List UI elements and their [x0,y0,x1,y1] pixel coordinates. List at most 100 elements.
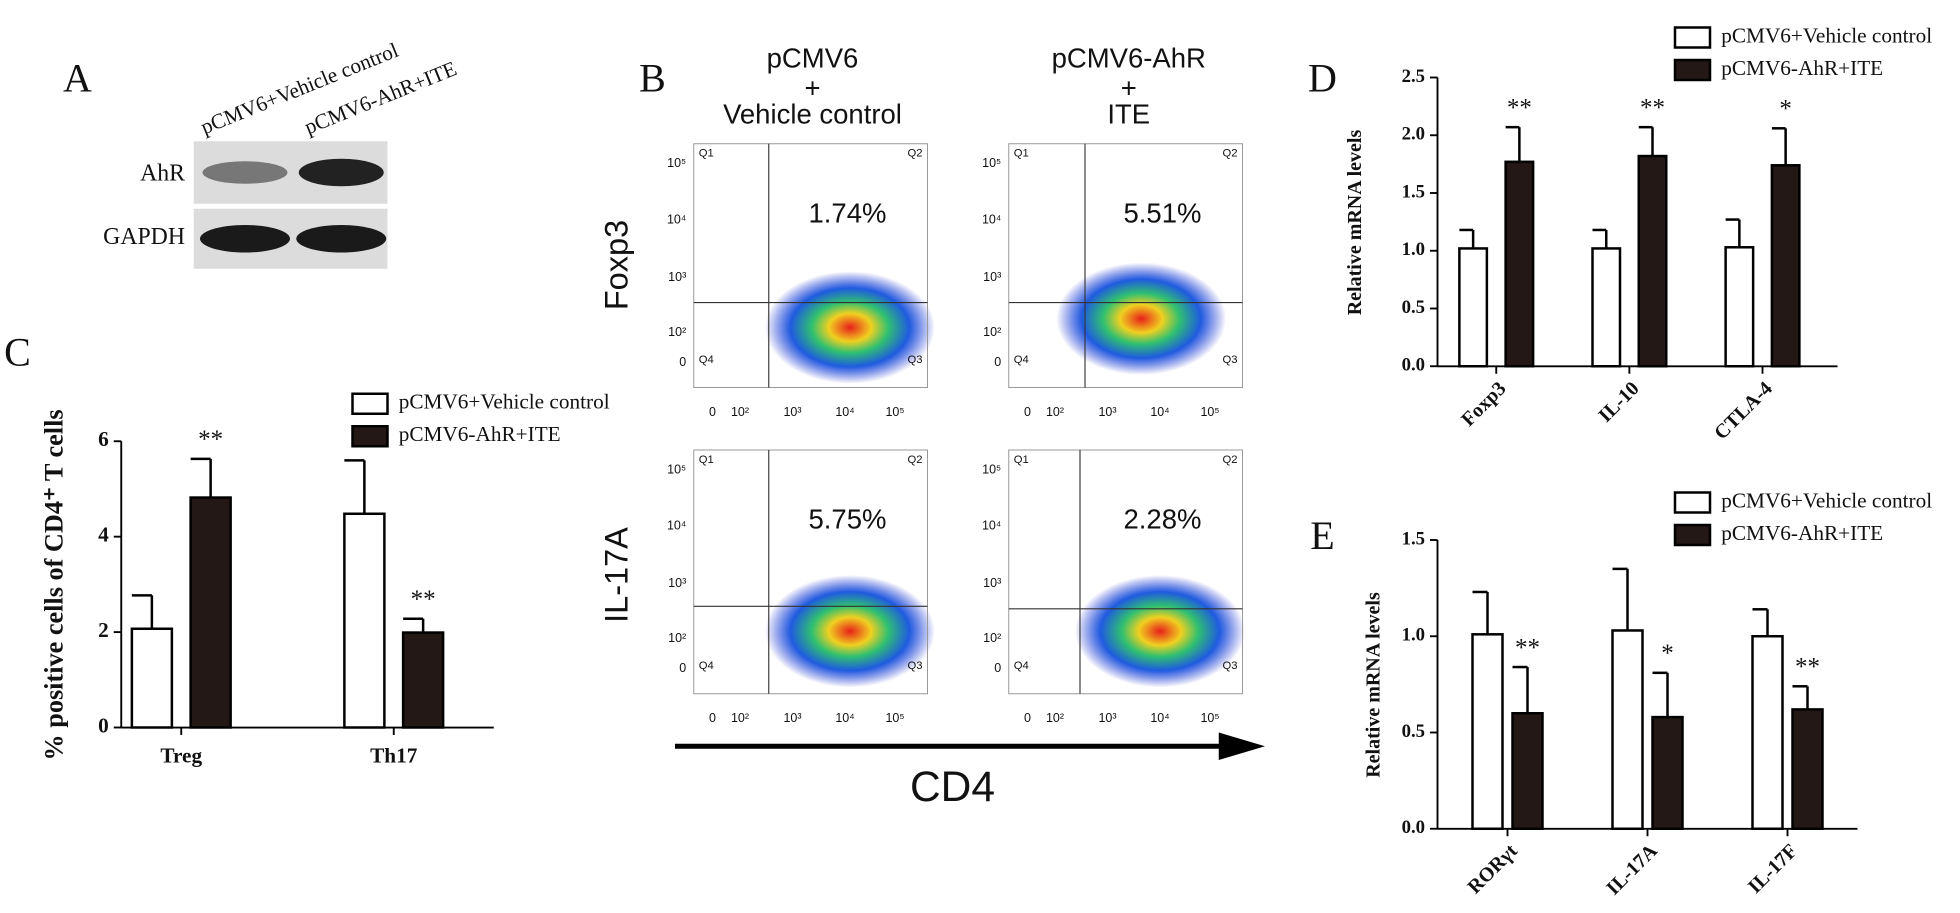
y-tick-label: 0.5 [1402,297,1425,318]
flow-y-tick: 10⁵ [667,156,686,170]
quadrant-label: Q1 [1014,454,1029,466]
y-axis-label: % positive cells of CD4⁺ T cells [39,409,68,760]
flow-x-tick: 10² [1046,405,1064,419]
gate-percentage: 2.28% [1124,504,1202,535]
flow-y-tick: 10⁴ [667,212,686,226]
column-header: pCMV6-AhR [1052,42,1206,73]
x-tick-label: Treg [160,743,202,767]
column-header: + [804,72,820,103]
significance-label: * [1661,640,1674,667]
bar [1591,247,1622,368]
panel-letter: A [63,56,92,101]
bar [189,496,232,729]
plot-frame [693,449,929,695]
legend-label: pCMV6-AhR+ITE [1721,521,1883,545]
flow-x-tick: 10⁴ [835,711,854,725]
y-tick-label: 1.0 [1402,625,1425,646]
legend-swatch [1673,523,1712,547]
legend-swatch [1673,26,1712,49]
flow-x-tick: 0 [1024,711,1031,725]
flow-y-tick: 10³ [668,270,686,284]
flow-x-tick: 10² [731,405,749,419]
y-tick-label: 0.0 [1402,817,1425,838]
flow-y-tick: 10² [983,325,1001,339]
flow-y-tick: 10⁵ [982,156,1001,170]
panel-letter: C [4,329,31,374]
blot-row-label: GAPDH [103,224,185,250]
quadrant-label: Q2 [907,454,922,466]
flow-x-tick: 0 [709,711,716,725]
x-tick-label: RORγt [1463,840,1522,899]
flow-x-tick: 10³ [783,711,801,725]
quadrant-label: Q2 [1222,148,1237,160]
flow-y-tick: 0 [679,661,686,675]
bar [1751,634,1784,830]
legend-swatch [1673,58,1712,82]
y-tick-label: 6 [98,427,109,451]
legend-swatch [351,392,389,415]
quadrant-label: Q4 [1014,660,1029,672]
quadrant-label: Q3 [1222,354,1237,366]
panel-letter: B [639,56,666,101]
y-tick-label: 2.0 [1402,124,1425,145]
panel-a: A pCMV6+Vehicle control pCMV6-AhR+ITE Ah… [63,38,460,269]
quadrant-label: Q4 [699,660,714,672]
x-tick-label: IL-10 [1594,377,1643,426]
quadrant-label: Q3 [907,660,922,672]
flow-x-tick: 10⁵ [1200,405,1219,419]
significance-label: ** [1507,94,1532,121]
y-tick-label: 0 [98,713,109,737]
flow-x-tick: 10⁴ [1150,711,1169,725]
y-tick-label: 2 [98,618,109,642]
significance-label: ** [411,586,436,613]
flow-y-tick: 0 [994,355,1001,369]
panel-letter: D [1308,56,1337,101]
flow-y-tick: 10⁴ [982,519,1001,533]
flow-x-tick: 10³ [783,405,801,419]
bar [1458,247,1489,368]
blot-band [296,225,387,253]
bar [1511,711,1544,830]
quadrant-label: Q1 [699,148,714,160]
y-tick-label: 4 [98,523,109,547]
flow-x-tick: 10⁴ [1150,405,1169,419]
legend-swatch [351,424,389,448]
y-tick-label: 0.0 [1402,355,1425,376]
quadrant-label: Q1 [699,454,714,466]
gate-percentage: 5.51% [1124,197,1202,228]
panel-b: B CD4 pCMV6+Vehicle controlpCMV6-AhR+ITE… [598,42,1265,811]
flow-x-tick: 0 [1024,405,1031,419]
plot-frame [1008,143,1243,388]
flow-y-tick: 10⁴ [982,212,1001,226]
significance-label: ** [198,426,223,453]
bar [1504,160,1535,368]
legend-label: pCMV6+Vehicle control [1721,488,1932,512]
plot-frame [1008,449,1243,695]
x-tick-label: IL-17A [1602,840,1662,900]
column-header: + [1121,72,1137,103]
arrow-head [1218,732,1265,760]
event-cloud [1056,262,1227,375]
legend-label: pCMV6-AhR+ITE [1721,56,1883,80]
flow-x-tick: 0 [709,405,716,419]
gate-percentage: 1.74% [809,197,887,228]
flow-y-tick: 0 [679,355,686,369]
x-tick-label: CTLA-4 [1710,377,1777,444]
x-tick-label: IL-17F [1744,840,1802,898]
bar [130,627,174,729]
flow-y-tick: 10³ [668,576,686,590]
quadrant-label: Q2 [907,148,922,160]
flow-x-tick: 10² [731,711,749,725]
gate-percentage: 5.75% [809,504,887,535]
event-cloud [765,271,935,384]
bar [1651,715,1684,830]
row-label: IL-17A [598,527,634,623]
flow-x-tick: 10⁵ [1200,711,1219,725]
flow-x-tick: 10² [1046,711,1064,725]
event-cloud [1075,575,1245,688]
flow-y-tick: 10⁵ [982,462,1001,476]
significance-label: ** [1640,94,1665,121]
row-label: Foxp3 [598,220,634,310]
